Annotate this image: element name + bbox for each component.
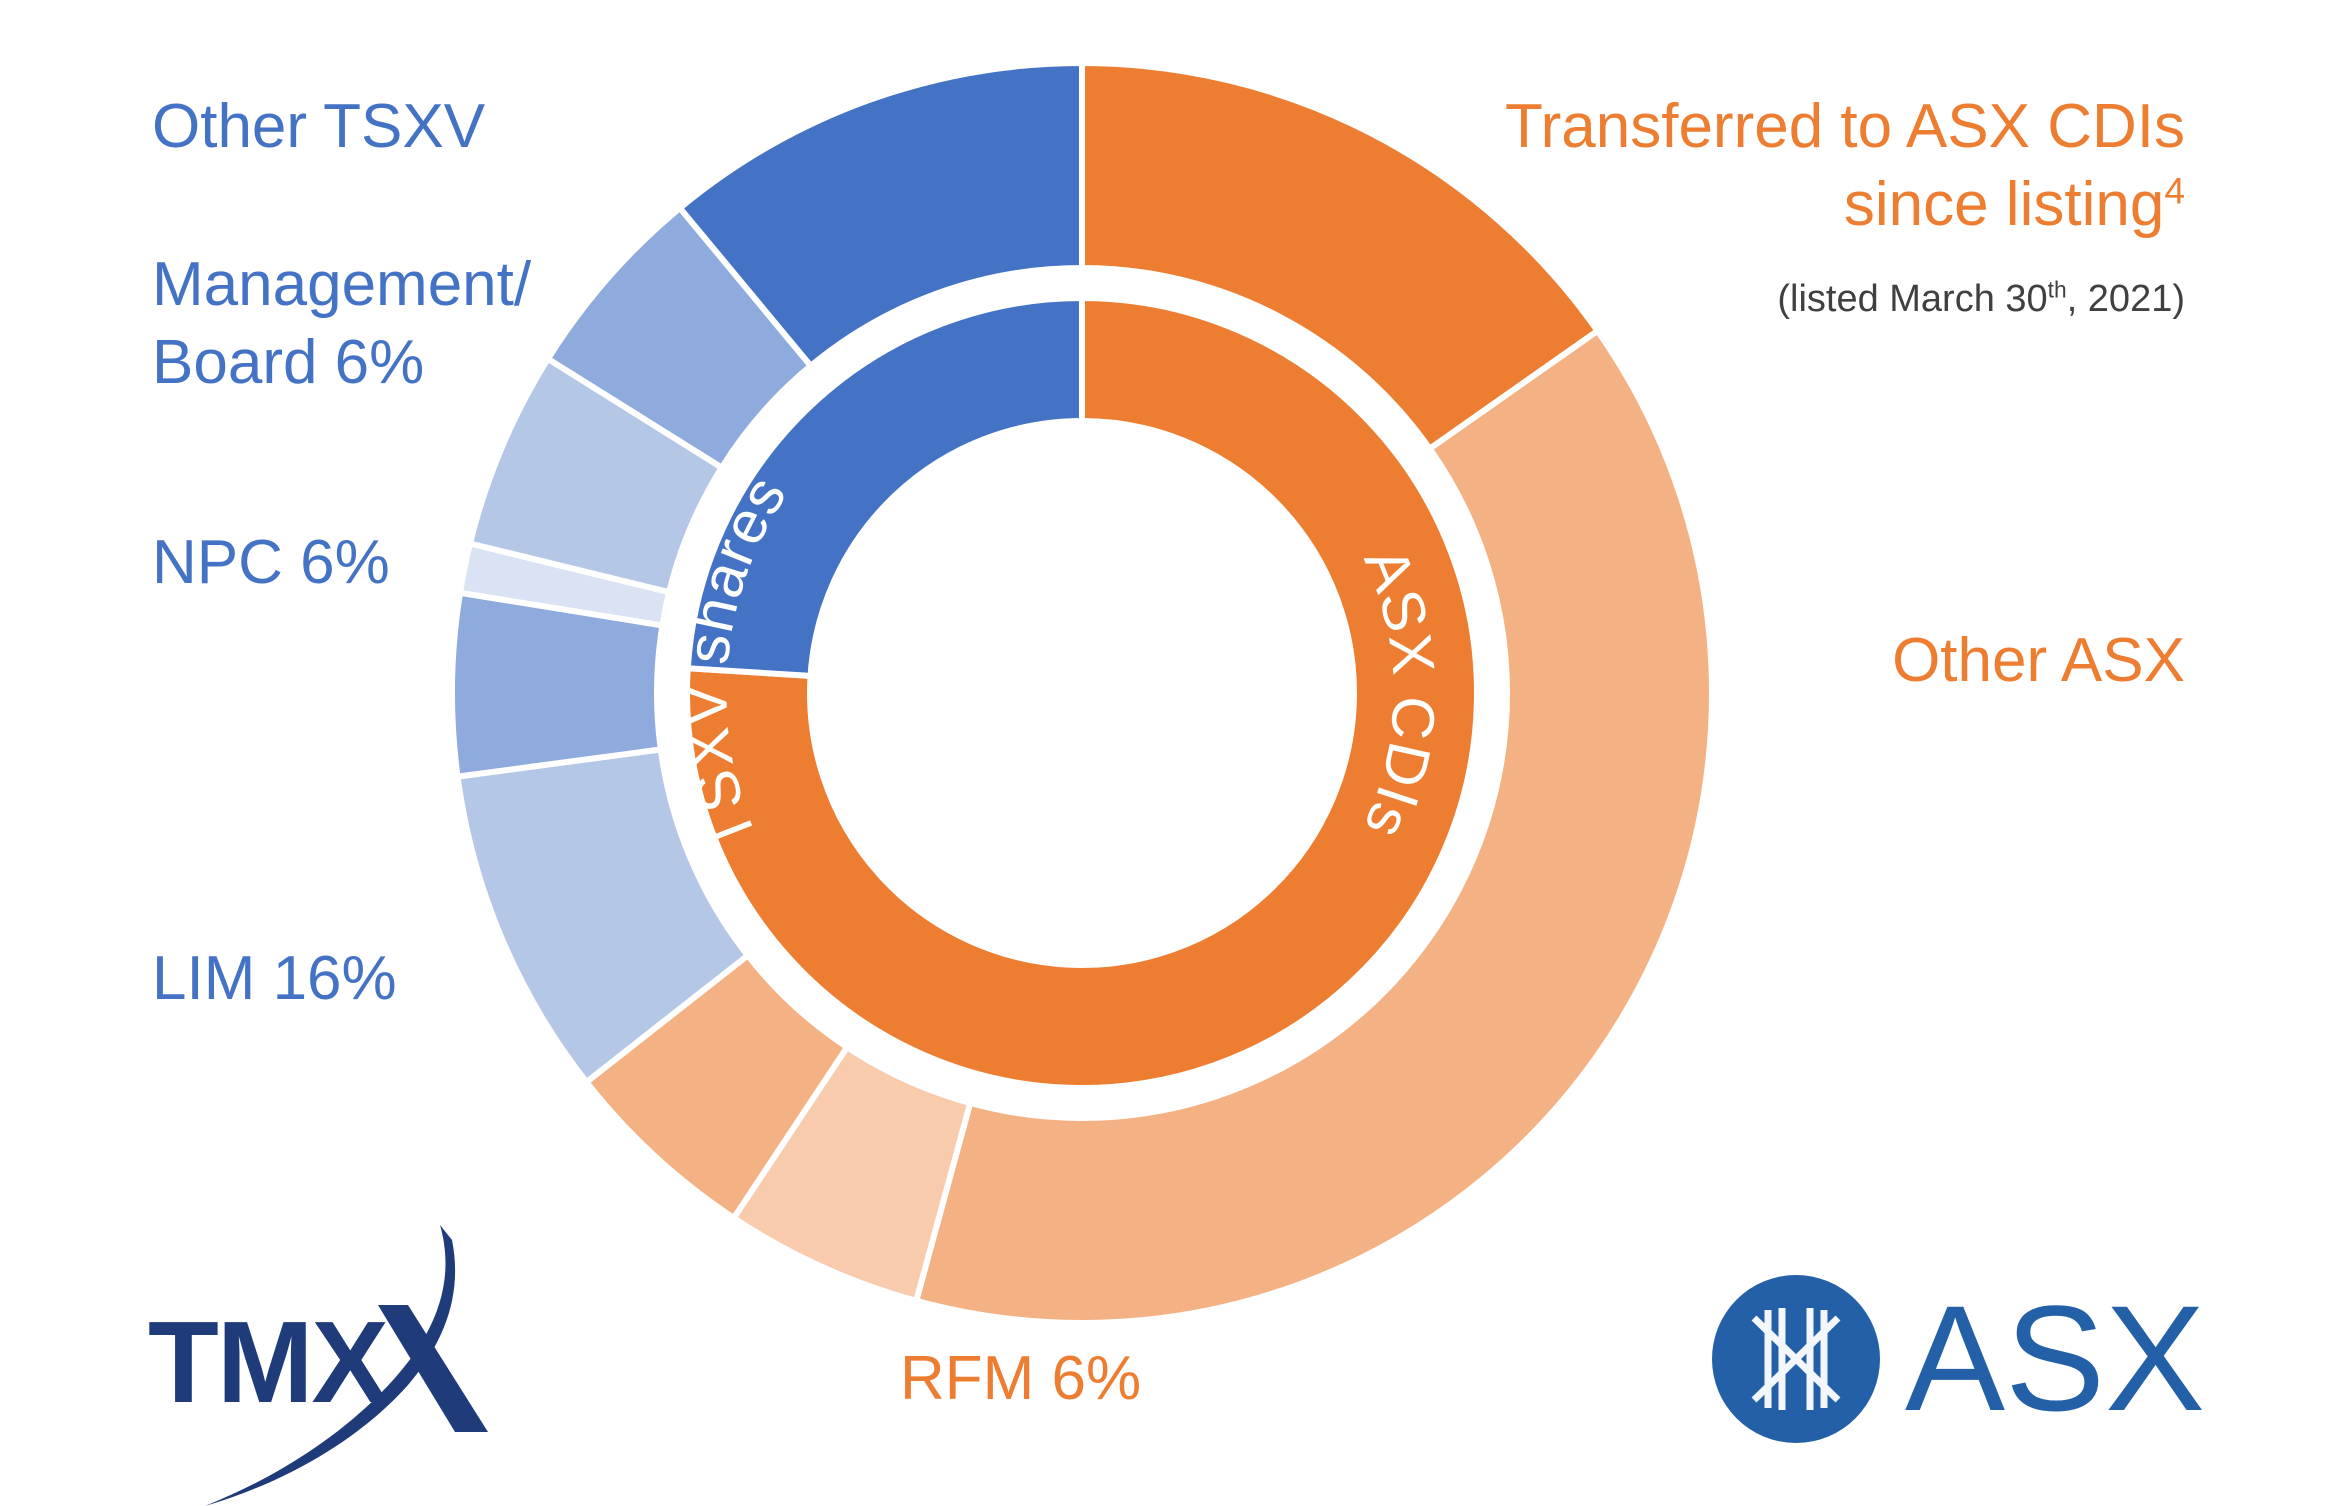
tmx-logo-text: TMX xyxy=(148,1297,388,1427)
label-other-asx: Other ASX xyxy=(1892,626,2185,695)
label-listed-date: (listed March 30th, 2021) xyxy=(1777,276,2185,320)
label-rfm: RFM 6% xyxy=(900,1344,1142,1413)
label-npc: NPC 6% xyxy=(152,528,390,597)
label-transferred: Transferred to ASX CDIs since listing4 xyxy=(1505,88,2185,244)
inner-slice-asx-cdis xyxy=(684,294,1480,1091)
outer-slice-0-transferred-to-asx-cdis-since-listing xyxy=(1079,59,1602,453)
outer-ring xyxy=(449,59,1715,1326)
label-management-line1: Management/ xyxy=(152,250,532,319)
inner-slice-tsxv-shares xyxy=(684,294,1085,680)
tmx-swoosh-icon xyxy=(205,1225,456,1506)
label-management-board: Management/ Board 6% xyxy=(152,246,531,402)
label-management-line2: Board 6% xyxy=(152,328,425,397)
label-lim: LIM 16% xyxy=(152,944,397,1013)
tmx-x-stroke-icon xyxy=(378,1305,488,1432)
asx-logo-text: ASX xyxy=(1905,1274,2205,1442)
inner-ring xyxy=(684,294,1480,1091)
label-other-tsxv: Other TSXV xyxy=(152,92,486,161)
asx-logo: ASX xyxy=(1712,1274,2205,1443)
outer-slice-1-other-asx xyxy=(912,326,1715,1326)
tmx-logo: TMX xyxy=(148,1225,488,1506)
asx-x-mark-icon xyxy=(1751,1308,1841,1410)
label-transferred-line2: since listing4 xyxy=(1843,169,2185,239)
footnote-marker: 4 xyxy=(2164,169,2185,212)
label-transferred-line1: Transferred to ASX CDIs xyxy=(1505,92,2185,161)
outer-slice-9-other-tsxv xyxy=(675,59,1085,371)
